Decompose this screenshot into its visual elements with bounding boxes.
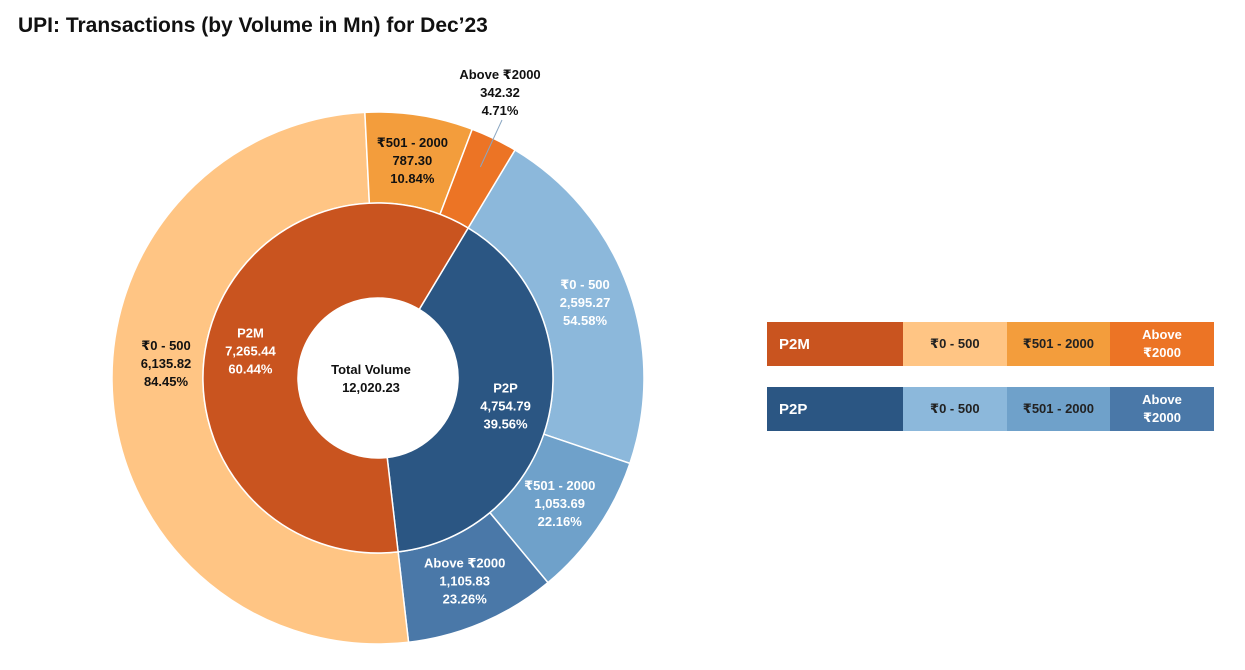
inner-slice-p2m: [202, 202, 470, 554]
outer-label-p2p-0-500: ₹0 - 500 2,595.27 54.58%: [560, 277, 611, 328]
outer-label-p2p-above-2000: Above ₹2000 1,105.83 23.26%: [424, 556, 505, 607]
leader-line-p2m-above-2000: [479, 119, 503, 168]
chart-title: UPI: Transactions (by Volume in Mn) for …: [18, 14, 488, 37]
outer-label-p2m-0-500: ₹0 - 500 6,135.82 84.45%: [141, 338, 192, 389]
legend-item-p2m-0-500: ₹0 - 500: [903, 322, 1007, 366]
legend-row-p2m: P2M ₹0 - 500 ₹501 - 2000 Above ₹2000: [767, 322, 1214, 366]
outer-label-p2m-above-2000: Above ₹2000 342.32 4.71%: [459, 67, 540, 118]
legend-item-p2p-501-2000: ₹501 - 2000: [1006, 387, 1111, 431]
outer-label-p2p-501-2000: ₹501 - 2000 1,053.69 22.16%: [524, 478, 595, 529]
legend-row-p2p: P2P ₹0 - 500 ₹501 - 2000 Above ₹2000: [767, 387, 1214, 431]
sunburst-chart: Total Volume 12,020.23 P2P 4,754.79 39.56% P2…: [111, 67, 645, 645]
center-label: Total Volume 12,020.23: [331, 362, 411, 395]
inner-label-p2p: P2P 4,754.79 39.56%: [480, 381, 531, 432]
legend-item-p2p-0-500: ₹0 - 500: [903, 387, 1007, 431]
legend-group-p2m: P2M: [767, 322, 903, 366]
inner-label-p2m: P2M 7,265.44 60.44%: [225, 325, 276, 376]
center-hole: [298, 298, 458, 458]
legend-item-p2m-501-2000: ₹501 - 2000: [1006, 322, 1111, 366]
legend-item-p2p-above-2000: Above ₹2000: [1110, 387, 1214, 431]
legend-group-p2p: P2P: [767, 387, 903, 431]
legend-item-p2m-above-2000: Above ₹2000: [1110, 322, 1214, 366]
outer-label-p2m-501-2000: ₹501 - 2000 787.30 10.84%: [377, 135, 448, 186]
